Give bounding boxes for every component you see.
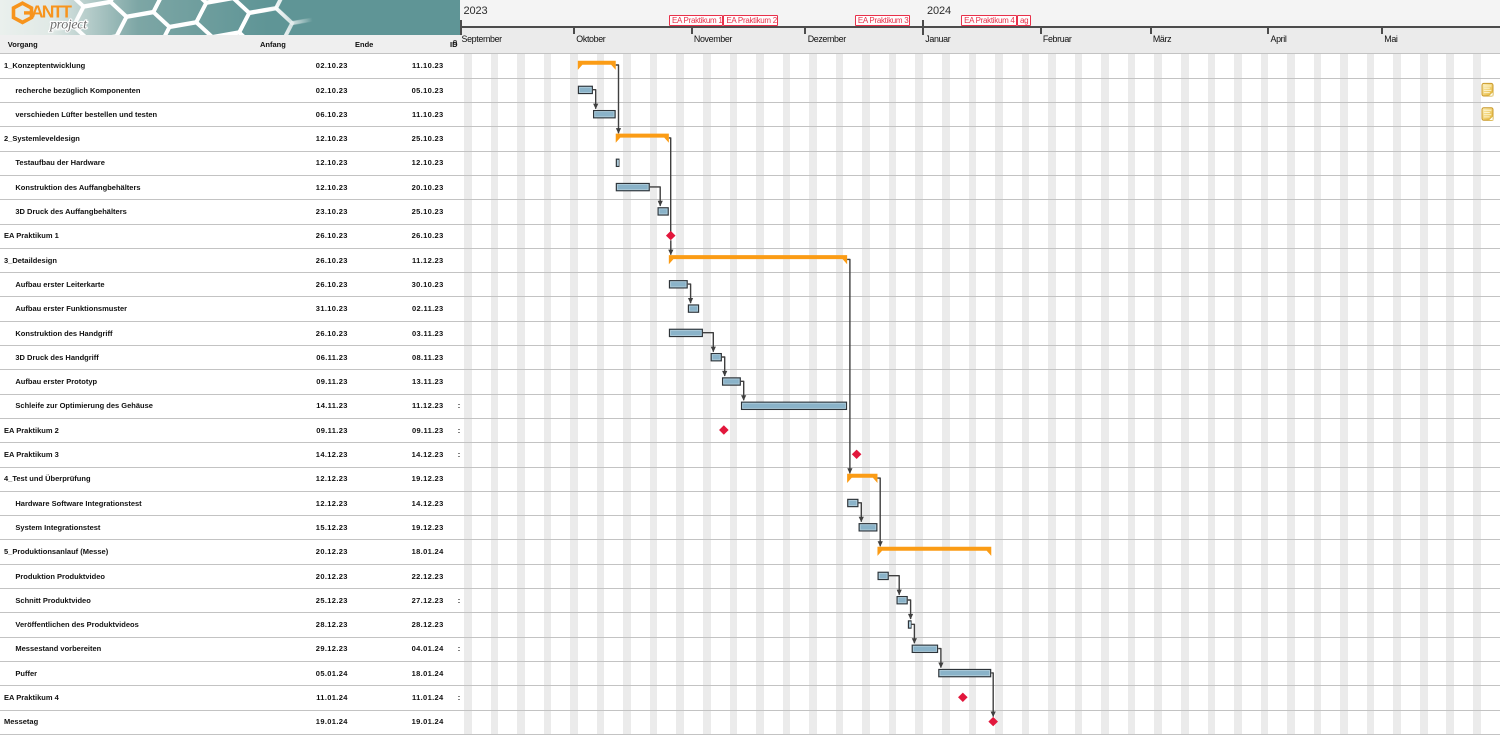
svg-text:ANTT: ANTT	[31, 1, 72, 21]
svg-text:project: project	[49, 18, 88, 33]
